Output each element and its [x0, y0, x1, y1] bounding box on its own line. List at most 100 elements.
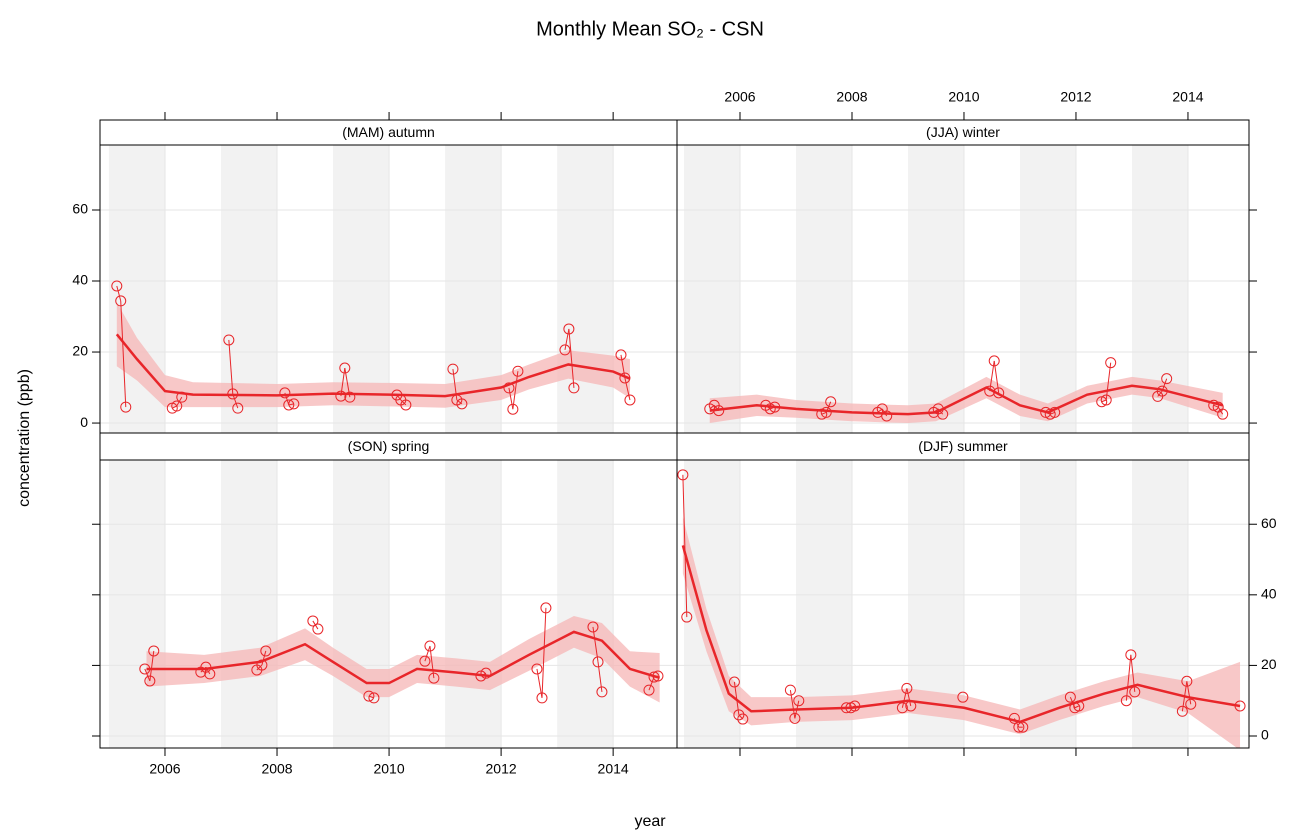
year-shade — [333, 460, 390, 748]
strip-label: (MAM) autumn — [342, 124, 435, 140]
point-link — [508, 387, 514, 410]
point-link — [144, 668, 151, 682]
data-point — [368, 692, 380, 704]
y-tick-label: 0 — [80, 414, 88, 430]
data-point — [1017, 721, 1029, 733]
data-point — [677, 469, 689, 481]
data-point — [937, 408, 949, 420]
point-link — [1074, 705, 1079, 709]
data-point — [905, 700, 917, 712]
data-point — [1208, 399, 1220, 411]
data-point — [256, 659, 268, 671]
year-shade — [1019, 145, 1076, 433]
data-point — [1125, 649, 1137, 661]
x-tick-label: 2012 — [486, 761, 517, 777]
point-link — [232, 393, 239, 409]
year-shade — [108, 460, 165, 748]
strip-label: (DJF) summer — [918, 438, 1008, 454]
data-point — [424, 640, 436, 652]
point-link — [1186, 681, 1192, 705]
data-point — [1044, 408, 1056, 420]
data-point — [1040, 406, 1052, 418]
data-point — [148, 645, 160, 657]
y-tick-label: 0 — [1261, 727, 1269, 743]
point-link — [624, 377, 631, 401]
point-link — [713, 404, 720, 411]
point-link — [1213, 404, 1219, 408]
point-link — [648, 676, 655, 691]
point-link — [825, 401, 832, 413]
data-point — [419, 655, 431, 667]
data-point — [1013, 721, 1025, 733]
point-link — [116, 285, 122, 302]
point-link — [937, 408, 944, 415]
year-shade — [557, 145, 614, 433]
data-point — [881, 410, 893, 422]
point-link — [653, 675, 659, 678]
data-point — [713, 405, 725, 417]
data-point — [1096, 396, 1108, 408]
data-point — [615, 349, 627, 361]
data-point — [825, 396, 837, 408]
data-point — [901, 682, 913, 694]
data-point — [643, 684, 655, 696]
data-point — [507, 403, 519, 415]
point-link — [424, 645, 431, 662]
data-point — [120, 401, 132, 413]
strip — [676, 432, 1250, 461]
data-point — [339, 362, 351, 374]
point-link — [794, 700, 800, 719]
year-shade — [221, 460, 278, 748]
confidence-band — [146, 616, 660, 703]
data-point — [769, 401, 781, 413]
point-link — [541, 607, 547, 698]
data-point — [619, 372, 631, 384]
point-link — [256, 664, 263, 671]
data-point — [363, 690, 375, 702]
point-link — [288, 403, 294, 406]
point-link — [682, 474, 688, 618]
data-point — [115, 295, 127, 307]
data-point — [204, 668, 216, 680]
data-point — [307, 615, 319, 627]
x-tick-label: 2008 — [261, 761, 292, 777]
data-point — [1100, 394, 1112, 406]
point-link — [1105, 362, 1112, 401]
data-point — [540, 602, 552, 614]
point-link — [261, 650, 267, 666]
data-point — [849, 700, 861, 712]
data-point — [227, 388, 239, 400]
x-tick-label: 2006 — [724, 89, 755, 105]
y-tick-label: 40 — [1261, 586, 1277, 602]
y-tick-label: 40 — [72, 272, 88, 288]
data-point — [536, 692, 548, 704]
data-point — [793, 695, 805, 707]
trend-line — [115, 333, 631, 398]
point-link — [906, 688, 912, 707]
data-point — [596, 686, 608, 698]
data-point — [1176, 705, 1188, 717]
strip-label: (SON) spring — [348, 438, 430, 454]
data-point — [681, 611, 693, 623]
x-tick-label: 2010 — [373, 761, 404, 777]
confidence-band — [116, 302, 630, 408]
year-shade — [445, 460, 502, 748]
data-point — [1120, 695, 1132, 707]
data-point — [1181, 675, 1193, 687]
chart-title: Monthly Mean SO₂ - CSN — [536, 18, 764, 40]
data-point — [840, 702, 852, 714]
data-point — [820, 406, 832, 418]
data-point — [531, 663, 543, 675]
point-link — [1125, 654, 1132, 701]
data-point — [480, 667, 492, 679]
data-point — [592, 656, 604, 668]
data-point — [283, 399, 295, 411]
point-link — [228, 339, 234, 394]
data-point — [288, 398, 300, 410]
data-point — [176, 391, 188, 403]
data-point — [733, 709, 745, 721]
point-link — [564, 328, 570, 350]
data-point — [1049, 406, 1061, 418]
point-link — [592, 626, 599, 662]
data-point — [816, 408, 828, 420]
